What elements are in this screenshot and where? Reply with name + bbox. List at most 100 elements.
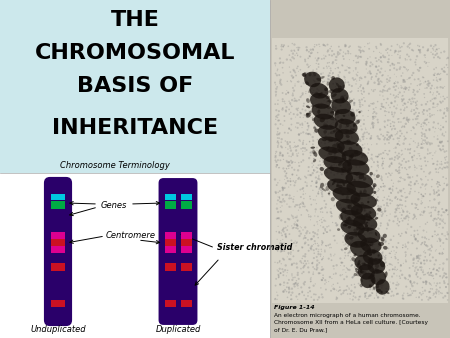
Point bbox=[292, 219, 299, 225]
Point bbox=[363, 136, 370, 141]
Point bbox=[433, 220, 440, 226]
Point bbox=[293, 294, 300, 299]
Point bbox=[424, 220, 431, 225]
Point bbox=[432, 148, 440, 154]
Point bbox=[385, 170, 392, 176]
Point bbox=[438, 139, 445, 145]
Ellipse shape bbox=[329, 115, 334, 120]
Point bbox=[418, 292, 425, 297]
Point bbox=[325, 223, 333, 229]
Point bbox=[332, 57, 339, 63]
Point bbox=[314, 180, 321, 185]
Point bbox=[407, 146, 414, 151]
Point bbox=[350, 113, 357, 118]
Point bbox=[279, 187, 286, 193]
Point bbox=[278, 261, 285, 266]
Point bbox=[300, 236, 307, 242]
Point bbox=[348, 142, 355, 147]
Ellipse shape bbox=[349, 100, 353, 103]
Point bbox=[353, 129, 360, 135]
Point bbox=[319, 75, 326, 80]
Point bbox=[374, 231, 382, 236]
Point bbox=[307, 149, 315, 154]
Point bbox=[322, 43, 329, 48]
Ellipse shape bbox=[342, 168, 344, 172]
Point bbox=[367, 125, 374, 131]
Point bbox=[272, 89, 279, 95]
Point bbox=[410, 99, 417, 104]
Point bbox=[293, 215, 300, 220]
Ellipse shape bbox=[363, 177, 366, 180]
Point bbox=[338, 291, 345, 297]
Point bbox=[419, 45, 427, 50]
Point bbox=[429, 104, 436, 110]
Point bbox=[389, 61, 396, 66]
Point bbox=[413, 272, 420, 277]
Point bbox=[384, 118, 392, 123]
Point bbox=[436, 99, 444, 104]
Point bbox=[335, 168, 342, 173]
Point bbox=[295, 276, 302, 282]
Point bbox=[346, 286, 353, 292]
Point bbox=[441, 270, 448, 276]
Point bbox=[371, 246, 378, 251]
Point bbox=[433, 51, 441, 56]
Point bbox=[401, 79, 409, 84]
Point bbox=[439, 225, 446, 231]
Point bbox=[279, 233, 286, 238]
Ellipse shape bbox=[368, 258, 373, 261]
Point bbox=[420, 80, 427, 86]
Point bbox=[341, 276, 348, 282]
Point bbox=[299, 121, 306, 126]
Point bbox=[395, 151, 402, 156]
Point bbox=[383, 79, 391, 85]
Point bbox=[427, 192, 434, 197]
Point bbox=[398, 44, 405, 49]
Point bbox=[298, 212, 305, 218]
Point bbox=[374, 160, 382, 165]
Point bbox=[341, 263, 348, 269]
Point bbox=[319, 82, 326, 87]
Point bbox=[288, 165, 296, 170]
Point bbox=[435, 289, 442, 294]
Point bbox=[402, 214, 410, 219]
Ellipse shape bbox=[318, 125, 343, 141]
Point bbox=[406, 45, 413, 51]
Point bbox=[375, 226, 382, 232]
Point bbox=[385, 203, 392, 209]
Point bbox=[368, 255, 375, 260]
Point bbox=[345, 129, 352, 134]
Point bbox=[318, 172, 325, 177]
Point bbox=[406, 85, 413, 90]
Point bbox=[276, 177, 284, 183]
Point bbox=[406, 165, 413, 170]
Point bbox=[408, 233, 415, 238]
Point bbox=[299, 254, 306, 259]
Point bbox=[404, 115, 411, 120]
Point bbox=[363, 59, 370, 64]
Point bbox=[365, 169, 372, 175]
Ellipse shape bbox=[376, 174, 380, 178]
Point bbox=[436, 217, 444, 222]
Point bbox=[296, 202, 303, 208]
Point bbox=[301, 263, 308, 268]
Point bbox=[277, 158, 284, 163]
Point bbox=[387, 75, 394, 80]
Point bbox=[289, 55, 296, 60]
Point bbox=[274, 190, 282, 195]
Point bbox=[378, 73, 386, 78]
Point bbox=[402, 136, 410, 142]
Point bbox=[374, 269, 382, 274]
Point bbox=[379, 249, 387, 255]
Point bbox=[340, 94, 347, 99]
Point bbox=[351, 282, 358, 287]
Point bbox=[428, 213, 435, 219]
Point bbox=[293, 45, 300, 50]
Point bbox=[311, 266, 318, 271]
Point bbox=[337, 147, 344, 153]
Point bbox=[376, 257, 383, 262]
Point bbox=[309, 164, 316, 170]
Point bbox=[286, 232, 293, 237]
Point bbox=[307, 276, 314, 282]
Point bbox=[411, 111, 418, 117]
